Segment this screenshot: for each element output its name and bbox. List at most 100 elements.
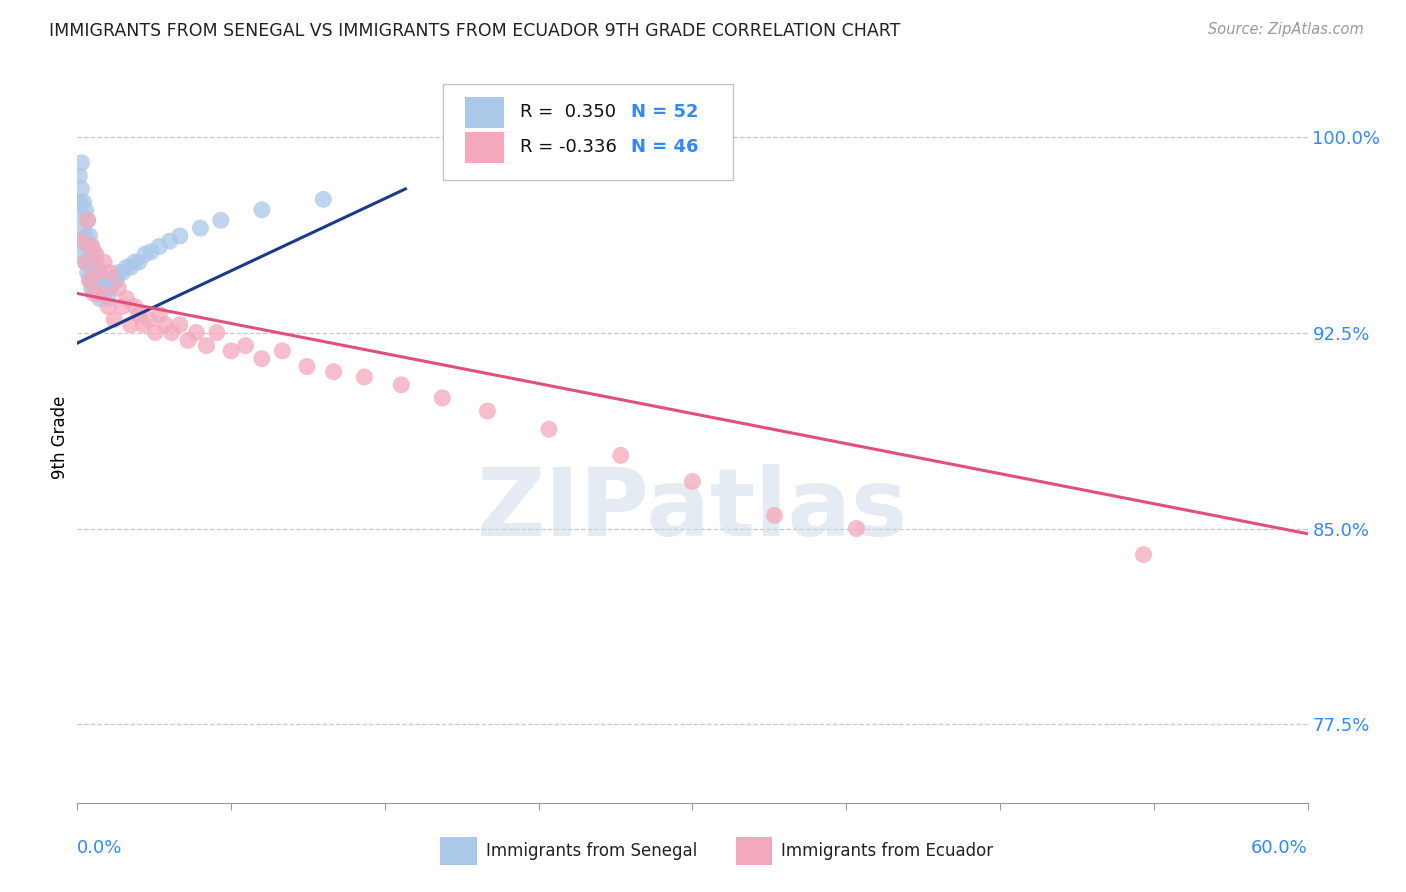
Point — [84, 247, 107, 261]
Point — [76, 213, 98, 227]
Point — [205, 326, 228, 340]
Point — [141, 244, 163, 259]
Point — [134, 247, 156, 261]
Point — [115, 260, 138, 275]
Text: ZIPatlas: ZIPatlas — [477, 464, 908, 557]
Point — [75, 255, 97, 269]
Point — [120, 260, 142, 275]
Point — [67, 169, 90, 183]
Point — [250, 351, 273, 366]
Point — [169, 228, 191, 243]
Point — [209, 213, 232, 227]
Point — [111, 265, 134, 279]
Point — [97, 300, 120, 314]
Point — [87, 260, 110, 275]
FancyBboxPatch shape — [440, 838, 477, 865]
Point — [188, 221, 212, 235]
Text: R =  0.350: R = 0.350 — [520, 103, 616, 120]
Point — [75, 202, 97, 217]
Point — [75, 228, 97, 243]
Point — [682, 475, 704, 489]
Text: Source: ZipAtlas.com: Source: ZipAtlas.com — [1208, 22, 1364, 37]
Point — [101, 276, 124, 290]
Point — [537, 422, 560, 436]
Point — [763, 508, 786, 523]
Point — [389, 377, 412, 392]
Point — [70, 234, 93, 248]
Point — [72, 221, 94, 235]
Point — [93, 255, 115, 269]
FancyBboxPatch shape — [443, 84, 733, 179]
Point — [93, 286, 115, 301]
Text: N = 46: N = 46 — [631, 137, 699, 156]
Point — [148, 239, 170, 253]
Point — [103, 270, 125, 285]
Point — [169, 318, 191, 332]
Point — [67, 194, 90, 209]
Point — [80, 239, 103, 253]
Point — [353, 370, 375, 384]
Point — [79, 255, 101, 269]
Point — [76, 265, 98, 279]
Point — [90, 273, 114, 287]
Point — [250, 202, 273, 217]
Point — [132, 318, 155, 332]
Point — [70, 155, 93, 169]
Point — [72, 247, 94, 261]
Point — [87, 286, 110, 301]
Point — [128, 307, 150, 321]
Point — [89, 265, 111, 279]
Point — [195, 338, 218, 352]
Text: R = -0.336: R = -0.336 — [520, 137, 617, 156]
FancyBboxPatch shape — [735, 838, 772, 865]
Point — [312, 192, 335, 206]
Point — [124, 255, 146, 269]
FancyBboxPatch shape — [465, 97, 505, 128]
Point — [105, 273, 128, 287]
Point — [90, 286, 114, 301]
Point — [235, 338, 257, 352]
Point — [120, 318, 142, 332]
Text: Immigrants from Senegal: Immigrants from Senegal — [486, 842, 697, 860]
Point — [98, 265, 121, 279]
Text: N = 52: N = 52 — [631, 103, 699, 120]
Point — [115, 292, 138, 306]
Point — [80, 260, 103, 275]
Point — [107, 265, 129, 279]
Point — [186, 326, 208, 340]
Text: 0.0%: 0.0% — [77, 839, 122, 857]
Point — [79, 228, 101, 243]
Point — [84, 281, 107, 295]
Point — [80, 281, 103, 295]
Point — [83, 286, 105, 301]
Point — [83, 273, 105, 287]
Point — [83, 247, 105, 261]
Point — [76, 213, 98, 227]
Text: Immigrants from Ecuador: Immigrants from Ecuador — [782, 842, 993, 860]
Point — [79, 273, 101, 287]
Point — [143, 326, 166, 340]
Point — [111, 300, 134, 314]
Point — [84, 255, 107, 269]
Point — [159, 234, 181, 248]
Point — [72, 194, 94, 209]
Point — [1132, 548, 1154, 562]
Point — [70, 182, 93, 196]
Point — [128, 255, 150, 269]
FancyBboxPatch shape — [465, 132, 505, 163]
Point — [75, 255, 97, 269]
Point — [322, 365, 344, 379]
Point — [103, 312, 125, 326]
Point — [87, 265, 110, 279]
Point — [219, 343, 242, 358]
Text: IMMIGRANTS FROM SENEGAL VS IMMIGRANTS FROM ECUADOR 9TH GRADE CORRELATION CHART: IMMIGRANTS FROM SENEGAL VS IMMIGRANTS FR… — [49, 22, 901, 40]
Point — [107, 281, 129, 295]
Text: 60.0%: 60.0% — [1251, 839, 1308, 857]
Point — [76, 239, 98, 253]
Point — [155, 318, 177, 332]
Point — [94, 281, 117, 295]
Point — [79, 273, 101, 287]
Point — [138, 312, 160, 326]
Point — [477, 404, 499, 418]
Y-axis label: 9th Grade: 9th Grade — [51, 395, 69, 479]
